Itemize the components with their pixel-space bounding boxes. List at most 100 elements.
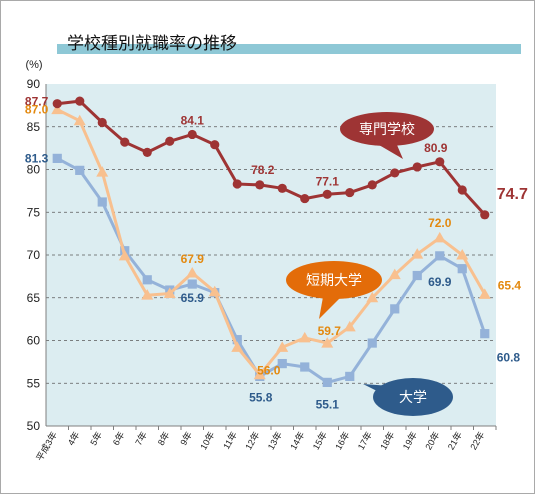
data-point — [478, 288, 491, 299]
data-point — [343, 320, 356, 332]
y-axis-label: (%) — [25, 59, 42, 71]
x-tick-label: 21年 — [445, 430, 464, 452]
data-point — [210, 140, 220, 150]
x-tick-label: 9年 — [177, 430, 194, 448]
callout-bubble — [373, 378, 453, 416]
data-point — [300, 193, 310, 204]
data-point — [480, 329, 490, 339]
data-point — [412, 162, 422, 172]
data-point — [435, 157, 445, 167]
x-tick-label: 平成3年 — [33, 430, 59, 463]
y-tick-label: 50 — [27, 419, 41, 433]
data-point — [480, 210, 490, 220]
x-tick-label: 13年 — [265, 430, 284, 452]
x-tick-label: 17年 — [355, 430, 374, 452]
data-point — [367, 338, 377, 348]
data-label: 77.1 — [316, 174, 340, 188]
y-tick-label: 60 — [27, 334, 41, 348]
data-point — [165, 136, 175, 146]
title-underline-bar — [57, 44, 521, 54]
data-point — [345, 371, 355, 382]
data-point — [97, 117, 107, 128]
series-callout-label: 専門学校 — [359, 121, 415, 138]
data-point — [390, 168, 400, 178]
series-line — [56, 157, 487, 384]
y-tick-label: 75 — [27, 205, 41, 219]
data-point — [366, 291, 379, 303]
callout-tail — [319, 295, 343, 319]
data-point — [163, 287, 176, 298]
data-point — [255, 180, 265, 190]
series-callout-label: 大学 — [399, 390, 427, 406]
data-label: 84.1 — [181, 113, 205, 127]
callout-bubble — [340, 112, 434, 146]
data-label: 72.0 — [428, 216, 452, 230]
x-tick-label: 20年 — [422, 430, 441, 452]
data-point — [231, 341, 244, 352]
data-label: 80.9 — [424, 141, 448, 155]
data-point — [141, 289, 154, 300]
chart-title: 学校種別就職率の推移 — [67, 34, 237, 54]
data-point — [435, 251, 445, 261]
callout-bubble — [286, 261, 382, 299]
data-label: 60.8 — [497, 351, 521, 365]
data-label: 65.4 — [498, 278, 522, 292]
data-label: 55.8 — [249, 390, 273, 404]
data-point — [253, 368, 266, 380]
data-label: 87.7 — [25, 95, 49, 109]
y-tick-label: 65 — [27, 291, 41, 305]
data-point — [367, 180, 377, 190]
data-point — [457, 185, 467, 195]
data-label: 56.0 — [257, 364, 281, 378]
data-point — [321, 337, 334, 348]
data-point — [73, 114, 86, 126]
data-label: 67.9 — [181, 252, 205, 266]
data-point — [388, 268, 401, 280]
data-label: 55.1 — [316, 397, 340, 411]
data-point — [345, 187, 355, 198]
data-point — [277, 183, 287, 193]
data-point — [120, 137, 130, 147]
data-point — [232, 335, 242, 345]
x-tick-label: 5年 — [87, 430, 104, 448]
data-point — [456, 249, 469, 260]
data-label: 69.9 — [428, 275, 452, 289]
x-tick-label: 15年 — [310, 430, 329, 452]
x-tick-label: 6年 — [110, 430, 127, 448]
data-point — [187, 279, 197, 289]
data-point — [97, 197, 107, 207]
data-point — [390, 304, 400, 314]
data-label: 74.7 — [497, 186, 528, 203]
x-tick-label: 4年 — [65, 430, 82, 448]
data-point — [75, 96, 85, 106]
y-tick-label: 70 — [27, 248, 41, 262]
callout-tail — [379, 145, 403, 159]
data-point — [433, 231, 446, 243]
x-tick-label: 16年 — [332, 430, 351, 452]
data-point — [142, 147, 152, 157]
data-point — [208, 285, 221, 297]
data-label: 81.3 — [25, 151, 49, 165]
x-tick-label: 7年 — [132, 430, 149, 448]
data-point — [277, 358, 287, 369]
data-point — [232, 179, 242, 189]
data-point — [276, 341, 289, 352]
data-point — [96, 166, 109, 177]
y-tick-label: 90 — [27, 77, 41, 91]
x-tick-label: 12年 — [242, 430, 261, 452]
data-point — [52, 153, 62, 163]
data-point — [412, 270, 422, 281]
x-tick-label: 11年 — [220, 430, 239, 451]
data-point — [186, 266, 199, 278]
data-point — [298, 331, 311, 343]
data-label: 65.9 — [181, 291, 205, 305]
data-label: 87.0 — [25, 103, 49, 117]
x-tick-label: 22年 — [467, 430, 486, 452]
series-callout-label: 短期大学 — [306, 273, 362, 289]
x-tick-label: 14年 — [287, 430, 306, 452]
y-tick-label: 80 — [27, 163, 41, 177]
data-point — [187, 129, 197, 140]
data-point — [118, 249, 131, 261]
